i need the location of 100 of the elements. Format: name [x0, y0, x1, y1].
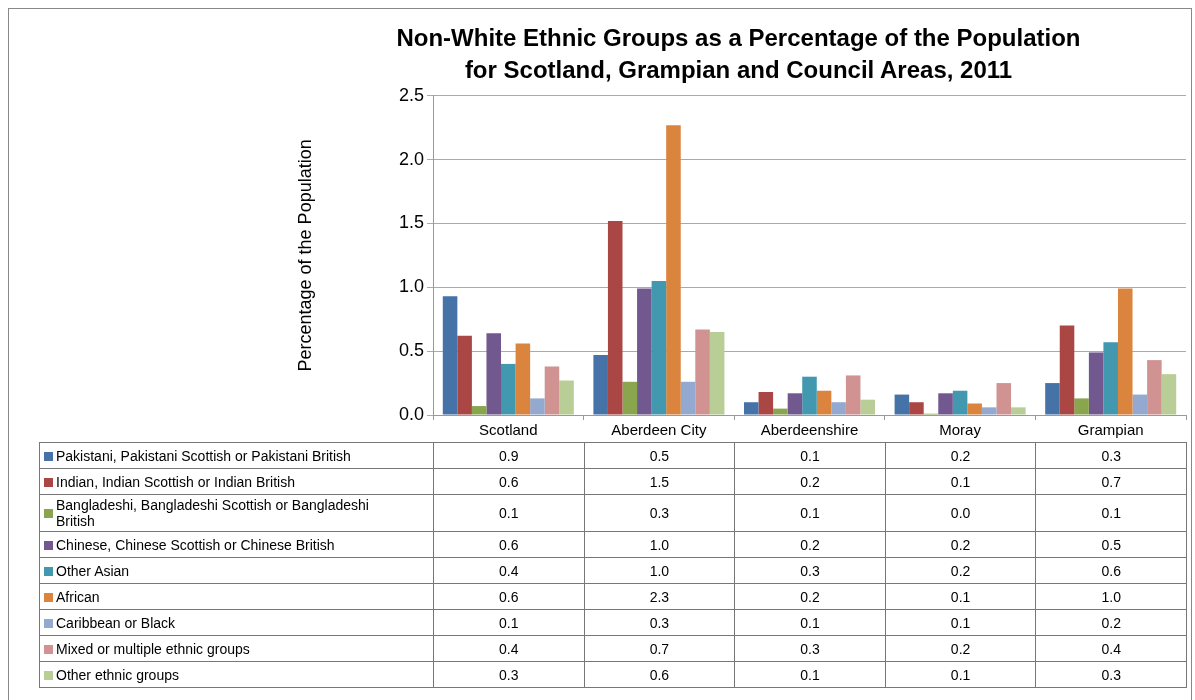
data-label: 0.6 — [433, 583, 585, 610]
x-tick-label: Scotland — [479, 421, 538, 439]
bar — [831, 402, 846, 415]
data-label: 0.1 — [734, 494, 886, 532]
data-label: 0.6 — [584, 661, 735, 688]
bar — [743, 402, 759, 415]
bar — [981, 407, 997, 415]
data-label: 0.2 — [1035, 609, 1187, 636]
x-tick-label: Aberdeenshire — [760, 421, 859, 439]
y-tick-label: 0.0 — [398, 403, 424, 424]
bar — [938, 393, 953, 415]
bar — [709, 332, 725, 415]
data-label: 0.1 — [433, 609, 585, 636]
bar — [1161, 374, 1177, 415]
data-label: 0.2 — [885, 635, 1036, 662]
data-label: 1.0 — [584, 531, 735, 558]
data-label: 0.2 — [734, 583, 886, 610]
data-label: 0.2 — [885, 557, 1036, 584]
data-label: 0.2 — [885, 531, 1036, 558]
data-label: 0.1 — [734, 609, 886, 636]
data-label: 0.4 — [1035, 635, 1187, 662]
bar — [544, 366, 560, 415]
bar — [593, 354, 608, 415]
data-label: 0.1 — [885, 468, 1036, 495]
data-label: 0.6 — [1035, 557, 1187, 584]
data-label: 0.7 — [1035, 468, 1187, 495]
data-label: 0.3 — [1035, 442, 1187, 469]
y-tick-label: 1.5 — [398, 212, 424, 233]
data-label: 0.6 — [433, 468, 585, 495]
x-tick-label: Moray — [939, 421, 982, 439]
bar — [486, 333, 502, 415]
data-label: 0.3 — [1035, 661, 1187, 688]
legend-label: Other Asian — [56, 563, 130, 580]
bar — [695, 329, 710, 415]
bar — [1059, 325, 1075, 415]
bar — [1074, 398, 1089, 415]
bar — [501, 363, 516, 415]
bar — [1045, 383, 1060, 415]
data-label: 0.1 — [1035, 494, 1187, 532]
bar — [816, 390, 832, 415]
data-label: 0.2 — [734, 531, 886, 558]
legend-label: Indian, Indian Scottish or Indian British — [56, 474, 295, 491]
bar — [680, 381, 696, 415]
y-tick-label: 2.5 — [398, 84, 424, 105]
data-label: 0.1 — [885, 661, 1036, 688]
data-label: 1.0 — [1035, 583, 1187, 610]
data-label: 0.1 — [734, 661, 886, 688]
x-tick-label: Grampian — [1077, 421, 1144, 439]
data-label: 0.0 — [885, 494, 1036, 532]
legend-label: Caribbean or Black — [56, 615, 176, 632]
bar — [1117, 288, 1133, 415]
data-label: 0.3 — [584, 609, 735, 636]
data-label: 0.5 — [584, 442, 735, 469]
data-label: 1.5 — [584, 468, 735, 495]
bar — [1147, 360, 1162, 415]
data-label: 0.1 — [885, 583, 1036, 610]
bar — [967, 403, 982, 415]
bar — [515, 343, 531, 415]
chart-title: Non-White Ethnic Groups as a Percentage of the Population for Scotland, Grampian and Council Areas, 2011 — [396, 23, 1081, 84]
data-label: 0.3 — [433, 661, 585, 688]
data-label: 0.3 — [734, 557, 886, 584]
data-label: 0.4 — [433, 635, 585, 662]
legend-label: Mixed or multiple ethnic groups — [56, 641, 250, 658]
bar — [845, 375, 861, 415]
bar — [1011, 407, 1026, 415]
bar — [622, 381, 638, 415]
bar — [1088, 352, 1104, 415]
bar — [894, 394, 910, 415]
bar — [787, 393, 803, 415]
bar — [607, 220, 623, 415]
bar — [530, 398, 545, 415]
bar — [637, 288, 652, 415]
legend-label: Pakistani, Pakistani Scottish or Pakistani British — [56, 448, 351, 465]
y-tick-label: 0.5 — [398, 340, 424, 361]
data-label: 0.2 — [734, 468, 886, 495]
bar — [860, 399, 876, 415]
legend-label: African — [56, 589, 100, 606]
data-label: 0.1 — [885, 609, 1036, 636]
legend-label: Bangladeshi, Bangladeshi Scottish or Bangladeshi British — [56, 497, 370, 529]
data-label: 0.9 — [433, 442, 585, 469]
x-tick-label: Aberdeen City — [611, 421, 707, 439]
data-label: 2.3 — [584, 583, 735, 610]
data-label: 0.4 — [433, 557, 585, 584]
bar — [758, 392, 774, 415]
bar — [442, 296, 458, 415]
bar — [1103, 342, 1118, 415]
y-axis-title: Percentage of the Population — [294, 139, 315, 372]
data-label: 0.5 — [1035, 531, 1187, 558]
bar — [457, 335, 472, 415]
data-label: 0.6 — [433, 531, 585, 558]
bar — [666, 125, 681, 415]
data-label: 1.0 — [584, 557, 735, 584]
bar — [909, 402, 924, 415]
bar — [952, 390, 968, 415]
bar — [471, 406, 487, 415]
data-label: 0.3 — [734, 635, 886, 662]
bar — [996, 383, 1012, 415]
bar — [651, 280, 667, 415]
bar — [773, 408, 788, 415]
bar — [802, 376, 817, 415]
